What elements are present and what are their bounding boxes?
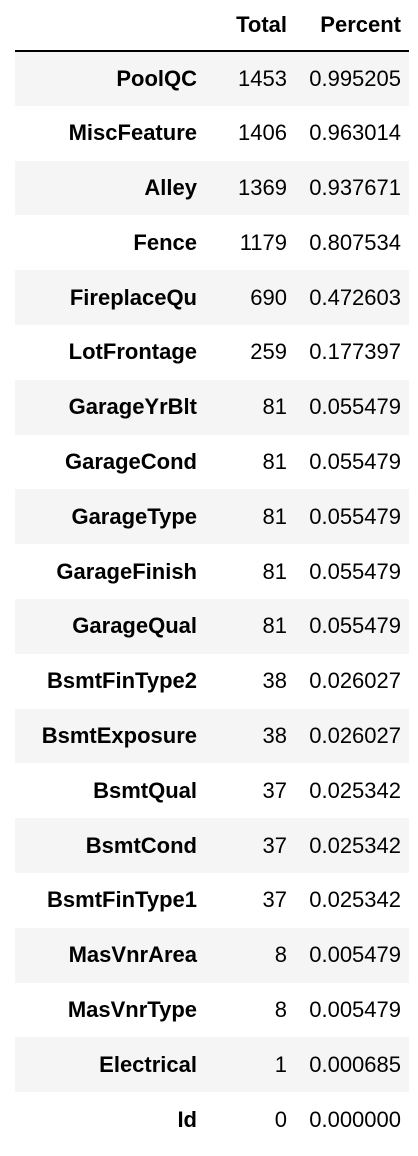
percent-cell: 0.005479 [309,996,401,1022]
row-label: LotFrontage [68,339,197,365]
percent-cell: 0.025342 [309,887,401,913]
table-row: MasVnrType 8 0.005479 [15,982,409,1038]
row-label: GarageCond [64,448,197,474]
total-cell: 8 [274,996,287,1022]
table-row: GarageCond 81 0.055479 [15,434,409,490]
row-label: BsmtFinType1 [47,887,197,913]
percent-cell: 0.025342 [309,832,401,858]
total-cell: 81 [262,503,287,529]
percent-cell: 0.995205 [309,65,401,91]
total-cell: 1179 [239,229,287,255]
total-cell: 259 [250,339,287,365]
table-body: PoolQC 1453 0.995205 MiscFeature 1406 0.96301… [15,51,409,1147]
row-label: Alley [144,174,197,200]
percent-cell: 0.472603 [309,284,401,310]
total-cell: 81 [262,558,287,584]
header-percent: Percent [295,0,409,52]
table-row: MiscFeature 1406 0.963014 [15,105,409,161]
percent-cell: 0.937671 [309,174,401,200]
total-cell: 1453 [238,65,287,91]
percent-cell: 0.807534 [309,229,401,255]
percent-cell: 0.055479 [309,448,401,474]
percent-cell: 0.055479 [309,394,401,420]
percent-cell: 0.005479 [309,942,401,968]
header-row: Total Percent [15,0,409,52]
row-label: MiscFeature [68,120,197,146]
table-row: BsmtQual 37 0.025342 [15,763,409,819]
total-cell: 8 [274,942,287,968]
row-label: GarageYrBlt [68,394,197,420]
table-row: GarageQual 81 0.055479 [15,598,409,654]
percent-cell: 0.177397 [309,339,401,365]
percent-cell: 0.000685 [309,1051,401,1077]
header-index [15,0,205,52]
table-row: LotFrontage 259 0.177397 [15,324,409,380]
table-row: GarageFinish 81 0.055479 [15,544,409,599]
row-label: PoolQC [116,65,197,91]
row-label: GarageFinish [56,558,197,584]
dataframe-table-container: Total Percent PoolQC 1453 0.995205 MiscFeat… [15,0,409,1147]
total-cell: 1406 [238,120,287,146]
total-cell: 81 [262,613,287,639]
dataframe-table: Total Percent PoolQC 1453 0.995205 MiscFeat… [15,0,409,1147]
row-label: GarageType [71,503,197,529]
table-row: BsmtCond 37 0.025342 [15,818,409,873]
total-cell: 1 [274,1051,287,1077]
row-label: BsmtExposure [41,722,197,748]
table-row: MasVnrArea 8 0.005479 [15,927,409,983]
table-row: GarageType 81 0.055479 [15,489,409,545]
row-label: BsmtCond [85,832,197,858]
row-label: GarageQual [72,613,197,639]
total-cell: 1369 [238,174,287,200]
total-cell: 81 [262,448,287,474]
row-label: Electrical [99,1051,197,1077]
table-row: BsmtFinType2 38 0.026027 [15,653,409,709]
total-cell: 81 [262,394,287,420]
table-row: Alley 1369 0.937671 [15,160,409,216]
table-row: PoolQC 1453 0.995205 [15,51,409,106]
row-label: FireplaceQu [69,284,197,310]
table-row: Electrical 1 0.000685 [15,1037,409,1093]
table-header: Total Percent [15,0,409,52]
row-label: BsmtQual [93,777,197,803]
table-row: BsmtFinType1 37 0.025342 [15,872,409,928]
table-row: FireplaceQu 690 0.472603 [15,270,409,325]
table-row: GarageYrBlt 81 0.055479 [15,379,409,435]
table-row: Fence 1179 0.807534 [15,215,409,271]
total-cell: 0 [274,1106,287,1132]
row-label: BsmtFinType2 [47,668,197,694]
row-label: MasVnrArea [68,942,197,968]
table-row: BsmtExposure 38 0.026027 [15,708,409,764]
row-label: Fence [133,229,197,255]
total-cell: 38 [262,722,287,748]
percent-cell: 0.025342 [309,777,401,803]
percent-cell: 0.963014 [309,120,401,146]
total-cell: 37 [262,777,287,803]
row-label: MasVnrType [67,996,197,1022]
percent-cell: 0.055479 [309,613,401,639]
table-row: Id 0 0.000000 [15,1092,409,1147]
header-total: Total [205,0,295,52]
percent-cell: 0.026027 [309,668,401,694]
percent-cell: 0.055479 [309,503,401,529]
total-cell: 690 [250,284,287,310]
percent-cell: 0.055479 [309,558,401,584]
total-cell: 38 [262,668,287,694]
percent-cell: 0.026027 [309,722,401,748]
percent-cell: 0.000000 [309,1106,401,1132]
total-cell: 37 [262,832,287,858]
row-label: Id [177,1106,197,1132]
total-cell: 37 [262,887,287,913]
